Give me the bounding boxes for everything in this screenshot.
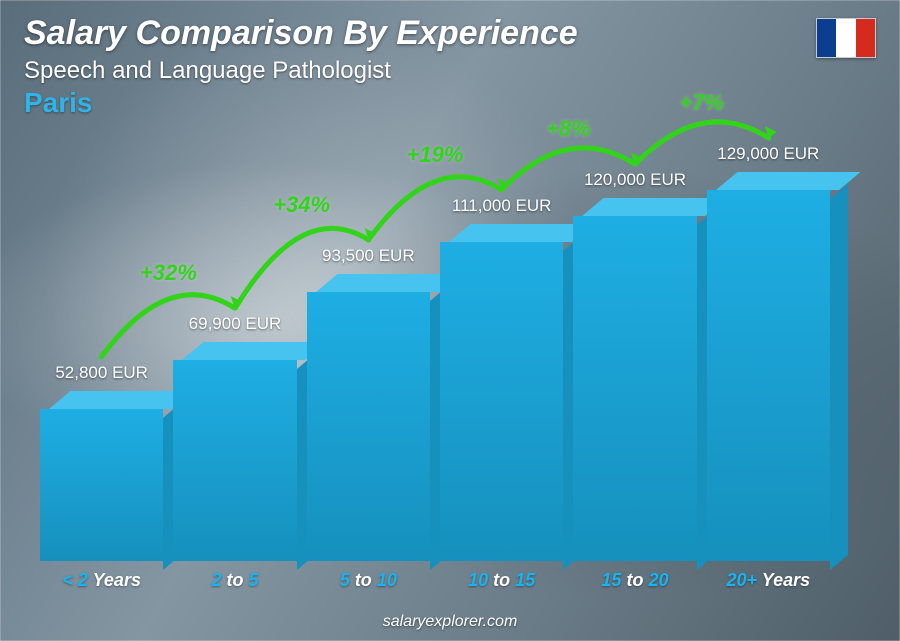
bar-side-face xyxy=(830,184,848,570)
bar-front-face xyxy=(573,216,696,561)
bar-value-label: 69,900 EUR xyxy=(189,314,282,334)
x-label-3: 10 to 15 xyxy=(440,570,563,591)
flag-stripe-3 xyxy=(856,19,875,57)
header: Salary Comparison By Experience Speech a… xyxy=(24,14,876,119)
bar-shape xyxy=(173,342,296,561)
flag-stripe-1 xyxy=(817,19,836,57)
bar-top-face xyxy=(182,342,327,360)
bar-front-face xyxy=(40,409,163,561)
bar-2: 93,500 EUR xyxy=(307,246,430,561)
x-label-1: 2 to 5 xyxy=(173,570,296,591)
bar-front-face xyxy=(440,242,563,561)
bar-value-label: 129,000 EUR xyxy=(717,144,819,164)
bar-shape xyxy=(707,172,830,561)
bar-value-label: 120,000 EUR xyxy=(584,170,686,190)
bar-shape xyxy=(573,198,696,561)
flag-icon xyxy=(816,18,876,58)
bar-4: 120,000 EUR xyxy=(573,170,696,561)
bar-5: 129,000 EUR xyxy=(707,144,830,561)
bar-top-face xyxy=(582,198,727,216)
x-labels: < 2 Years 2 to 5 5 to 10 10 to 15 15 to 20 20… xyxy=(30,570,840,591)
bar-value-label: 93,500 EUR xyxy=(322,246,415,266)
x-label-0: < 2 Years xyxy=(40,570,163,591)
bar-top-face xyxy=(449,224,594,242)
bar-shape xyxy=(440,224,563,561)
x-label-5: 20+ Years xyxy=(707,570,830,591)
bar-top-face xyxy=(49,391,194,409)
bar-top-face xyxy=(716,172,861,190)
chart-subtitle: Speech and Language Pathologist xyxy=(24,57,876,85)
x-label-2: 5 to 10 xyxy=(307,570,430,591)
footer-credit: salaryexplorer.com xyxy=(0,613,900,631)
bar-0: 52,800 EUR xyxy=(40,363,163,561)
bar-chart: 52,800 EUR 69,900 EUR 93,500 EUR 111,000 EU… xyxy=(30,150,840,591)
flag-stripe-2 xyxy=(836,19,855,57)
bar-3: 111,000 EUR xyxy=(440,196,563,561)
bar-front-face xyxy=(707,190,830,561)
bar-shape xyxy=(40,391,163,561)
bar-1: 69,900 EUR xyxy=(173,314,296,561)
bar-front-face xyxy=(307,292,430,561)
bar-shape xyxy=(307,274,430,561)
bars-container: 52,800 EUR 69,900 EUR 93,500 EUR 111,000 EU… xyxy=(30,150,840,561)
bar-front-face xyxy=(173,360,296,561)
bar-value-label: 111,000 EUR xyxy=(452,196,552,216)
chart-title: Salary Comparison By Experience xyxy=(24,14,876,53)
x-label-4: 15 to 20 xyxy=(573,570,696,591)
bar-value-label: 52,800 EUR xyxy=(55,363,148,383)
bar-top-face xyxy=(316,274,461,292)
chart-city: Paris xyxy=(24,87,876,119)
